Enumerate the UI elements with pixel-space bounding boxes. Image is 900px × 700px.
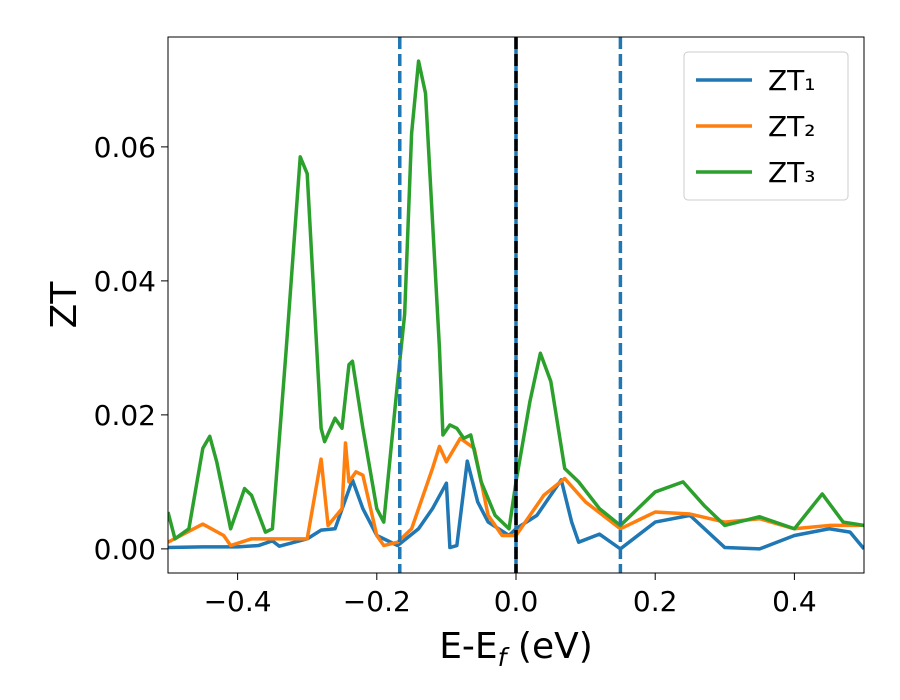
series-line <box>168 436 864 548</box>
x-tick-label: 0.4 <box>772 585 817 618</box>
y-axis-label: ZT <box>44 281 85 329</box>
x-tick-label: 0.2 <box>633 585 678 618</box>
y-tick-label: 0.00 <box>94 533 156 566</box>
legend-box <box>683 51 849 201</box>
legend-label: ZT₁ <box>768 64 816 97</box>
plot-frame <box>167 36 865 574</box>
x-tick-label: −0.2 <box>343 585 411 618</box>
plot-area <box>168 37 864 573</box>
x-label-main: E-E <box>439 626 497 667</box>
y-tick-label: 0.04 <box>94 265 156 298</box>
x-axis-label: E-Ef (eV) <box>439 626 593 672</box>
legend-label: ZT₂ <box>768 110 816 143</box>
legend-label: ZT₃ <box>768 156 816 189</box>
series-line <box>168 59 864 541</box>
x-tick-label: −0.4 <box>204 585 272 618</box>
x-label-unit: (eV) <box>506 626 592 667</box>
x-tick-label: 0.0 <box>494 585 539 618</box>
y-tick-label: 0.06 <box>94 131 156 164</box>
y-tick-label: 0.02 <box>94 399 156 432</box>
